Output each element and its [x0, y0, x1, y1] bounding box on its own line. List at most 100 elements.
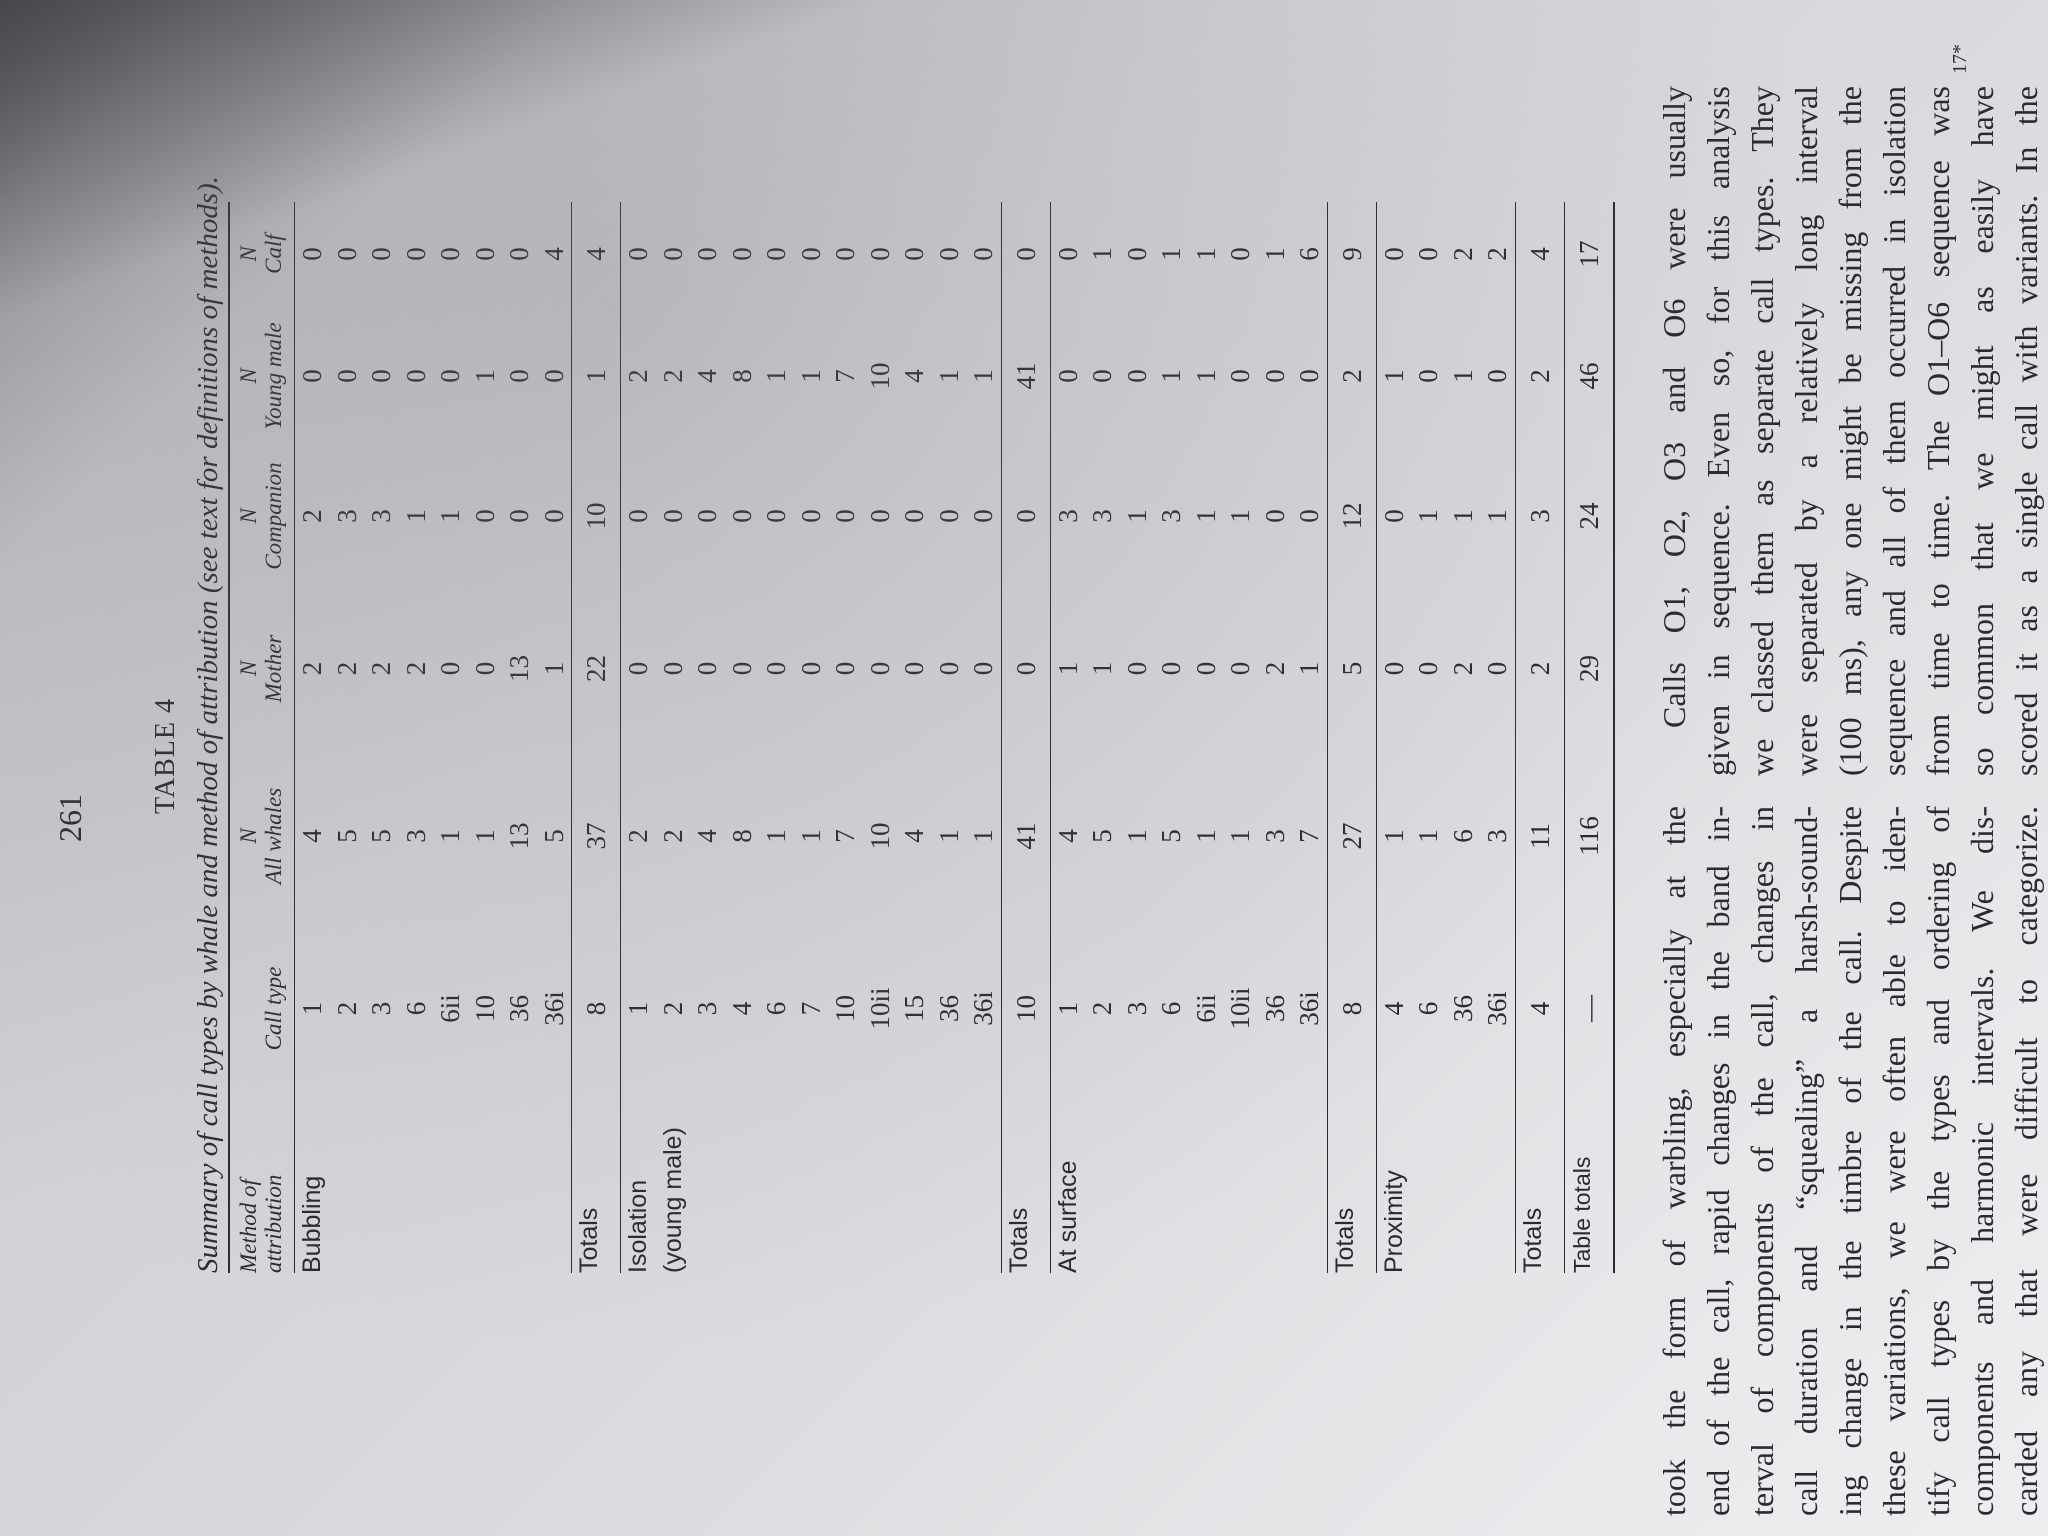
count-cell: 0	[968, 509, 999, 523]
count-cell: 1	[1190, 247, 1221, 261]
count-cell: 3	[1482, 829, 1513, 843]
table-row: 10 7 0 0 7 0	[828, 202, 863, 1273]
table-row: Isolation 1 2 0 0 2 0	[621, 202, 656, 1273]
totals-cell: 5	[1327, 586, 1376, 751]
call-type-cell: 4	[726, 1001, 757, 1016]
count-cell: 8	[726, 829, 757, 843]
count-cell: 0	[469, 661, 500, 676]
table-totals-cell: 116	[1564, 751, 1614, 921]
count-cell: 0	[933, 247, 964, 261]
count-cell: 0	[830, 509, 861, 523]
count-cell: 1	[1259, 247, 1290, 261]
count-cell: 0	[692, 509, 723, 523]
method-cell	[1480, 1096, 1515, 1273]
totals-cell: 10	[1001, 921, 1050, 1096]
totals-label: Totals	[1001, 1096, 1050, 1273]
count-cell: 0	[1378, 247, 1409, 261]
method-cell	[502, 1096, 537, 1273]
count-cell: 0	[864, 661, 895, 676]
count-cell: 0	[469, 247, 500, 261]
page-number: 261	[52, 794, 88, 842]
call-type-cell: 10	[830, 995, 861, 1022]
count-cell: 0	[1087, 369, 1118, 383]
column-header-line1: N	[236, 246, 261, 262]
count-cell: 0	[692, 661, 723, 676]
table-totals-cell: 17	[1564, 202, 1614, 306]
column-header-line1: N	[236, 508, 261, 524]
call-type-cell: 10ii	[864, 987, 895, 1030]
count-cell: 3	[366, 509, 397, 523]
count-cell: 4	[899, 369, 930, 383]
count-cell: 0	[1413, 661, 1444, 676]
table-row: Bubbling 1 4 2 2 0 0	[295, 202, 330, 1273]
count-cell: 1	[1225, 829, 1256, 843]
table-row: 6 1 0 0 1 0	[759, 202, 794, 1273]
totals-cell: 11	[1515, 751, 1564, 921]
text-line: tify call types by the types and orderin…	[1920, 806, 1956, 1516]
table-row: 10ii 1 0 1 0 0	[1223, 202, 1258, 1273]
count-cell: 0	[1413, 369, 1444, 383]
count-cell: 0	[1482, 369, 1513, 383]
count-cell: 0	[1121, 247, 1152, 261]
count-cell: 0	[795, 509, 826, 523]
count-cell: 1	[933, 829, 964, 843]
body-text-right-column: Calls O1, O2, O3 and O6 were usually give…	[1652, 86, 2048, 776]
count-cell: 0	[504, 247, 535, 261]
count-cell: 0	[657, 509, 688, 523]
text-line: scored it as a single call with variants…	[2008, 86, 2044, 776]
call-type-cell: 36	[1447, 995, 1478, 1022]
count-cell: 2	[623, 369, 654, 383]
table-row: 36 1 0 0 1 0	[932, 202, 967, 1273]
count-cell: 1	[400, 509, 431, 523]
text-line: ing change in the timbre of the call. De…	[1832, 806, 1868, 1516]
table-row: 3 4 0 0 4 0	[690, 202, 725, 1273]
count-cell: 1	[968, 369, 999, 383]
method-cell	[966, 1096, 1001, 1273]
column-header: N Mother	[229, 586, 295, 751]
count-cell: 1	[469, 369, 500, 383]
text-line: components and harmonic intervals. We di…	[1964, 806, 2000, 1516]
count-cell: 1	[1156, 247, 1187, 261]
count-cell: 0	[1378, 509, 1409, 523]
table-totals-cell: 46	[1564, 306, 1614, 446]
call-types-table: Method of attribution Call type N All whales…	[228, 202, 1615, 1273]
count-cell: 13	[504, 655, 535, 682]
count-cell: 3	[1156, 509, 1187, 523]
count-cell: 2	[657, 829, 688, 843]
count-cell: 0	[1052, 247, 1083, 261]
count-cell: 1	[1121, 509, 1152, 523]
table-number: TABLE 4	[150, 698, 181, 814]
count-cell: 4	[538, 247, 569, 261]
table-totals-cell: 24	[1564, 446, 1614, 586]
count-cell: 0	[761, 509, 792, 523]
count-cell: 0	[1225, 661, 1256, 676]
count-cell: 2	[1482, 247, 1513, 261]
method-cell: Isolation	[621, 1096, 656, 1273]
totals-cell: 8	[1327, 921, 1376, 1096]
count-cell: 0	[795, 247, 826, 261]
method-label-sub: (young male)	[658, 1127, 687, 1273]
count-cell: 1	[1378, 369, 1409, 383]
method-cell	[863, 1096, 898, 1273]
count-cell: 1	[1447, 369, 1478, 383]
text-line: (100 ms), any one might be missing from …	[1832, 86, 1868, 776]
count-cell: 7	[830, 829, 861, 843]
totals-cell: 10	[571, 446, 621, 586]
table-totals-label: Table totals	[1564, 1096, 1614, 1273]
table-row: 2 5 2 3 0 0	[330, 202, 365, 1273]
call-type-cell: 4	[1378, 1001, 1409, 1016]
call-type-cell: 36i	[968, 991, 999, 1026]
totals-cell: 4	[1515, 202, 1564, 306]
count-cell: 0	[1378, 661, 1409, 676]
count-cell: 0	[864, 247, 895, 261]
count-cell: 0	[297, 369, 328, 383]
count-cell: 1	[1087, 247, 1118, 261]
count-cell: 0	[657, 247, 688, 261]
table-row: 36i 5 1 0 0 4	[537, 202, 572, 1273]
table-row: 6 5 0 3 1 1	[1154, 202, 1189, 1273]
table-row: 4 8 0 0 8 0	[725, 202, 760, 1273]
count-cell: 3	[331, 509, 362, 523]
count-cell: 0	[899, 509, 930, 523]
call-type-cell: 6	[1156, 1001, 1187, 1016]
count-cell: 1	[795, 369, 826, 383]
